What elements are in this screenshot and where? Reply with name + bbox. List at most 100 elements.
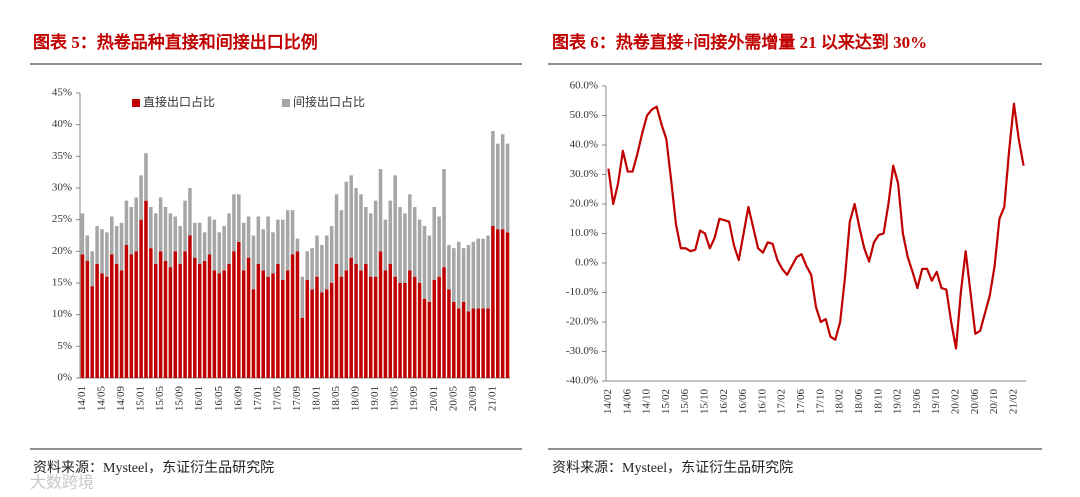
bar [437, 216, 441, 277]
x-tick-label: 14/06 [621, 389, 633, 415]
bar [359, 270, 363, 378]
bar [119, 222, 124, 271]
y-tick-label: 5% [57, 340, 72, 352]
bar [461, 248, 466, 302]
bar [139, 175, 143, 220]
x-tick-label: 20/05 [447, 386, 459, 412]
bar [486, 308, 490, 378]
bar [295, 251, 300, 378]
x-tick-label: 15/02 [660, 389, 672, 414]
bar [456, 241, 461, 309]
line [607, 102, 1025, 350]
y-tick-label: 30% [52, 182, 72, 194]
bar [398, 283, 402, 378]
bar [466, 245, 471, 312]
bar [80, 213, 85, 255]
bar [237, 241, 241, 378]
bar [85, 260, 90, 378]
bar [364, 207, 368, 264]
bar [149, 207, 153, 249]
bar [193, 222, 197, 258]
bar [100, 229, 104, 274]
x-tick-label: 20/02 [950, 389, 962, 414]
y-tick-label: -10.0% [566, 286, 598, 298]
x-tick-label: 19/09 [408, 386, 420, 412]
x-tick-label: 18/10 [872, 389, 884, 415]
bar [417, 219, 422, 283]
bar [281, 279, 285, 378]
bar [290, 210, 295, 255]
bar [496, 143, 500, 230]
bar [315, 276, 319, 378]
x-tick-label: 16/01 [193, 386, 205, 411]
bar [232, 251, 236, 378]
bar [153, 264, 158, 378]
bar [90, 251, 94, 287]
bar [422, 226, 427, 299]
bar [168, 213, 173, 268]
x-tick-label: 18/06 [853, 389, 865, 415]
bar [251, 235, 256, 290]
bar [500, 229, 505, 378]
bar [222, 270, 226, 378]
y-tick-label: 40% [52, 118, 72, 130]
bar [124, 200, 129, 245]
bar [329, 226, 334, 283]
bar [144, 200, 148, 378]
bar [378, 251, 383, 378]
bar [188, 188, 192, 236]
bar [466, 311, 471, 378]
bar [491, 226, 495, 378]
bar [149, 248, 153, 378]
bar [481, 308, 485, 378]
chart-title: 图表 5：热卷品种直接和间接出口比例 [33, 32, 318, 52]
x-tick-label: 17/02 [776, 389, 788, 414]
y-tick-label: 50.0% [570, 109, 598, 121]
bar [110, 254, 114, 378]
bar [349, 257, 353, 378]
y-tick-label: -40.0% [566, 375, 598, 387]
bar [251, 289, 256, 378]
x-tick-label: 15/10 [698, 389, 710, 415]
bar [139, 219, 143, 378]
legend-label: 间接出口占比 [293, 94, 365, 109]
bar [398, 207, 402, 283]
bar [500, 134, 505, 230]
bar [329, 283, 334, 378]
x-tick-label: 20/10 [988, 389, 1000, 415]
x-tick-label: 19/02 [892, 389, 904, 414]
bar [285, 270, 290, 378]
bar [212, 219, 217, 271]
bar [437, 276, 441, 378]
x-tick-label: 14/05 [96, 386, 108, 412]
bar [217, 232, 222, 274]
bar [300, 276, 305, 318]
y-tick-label: 20% [52, 245, 72, 257]
y-tick-label: 35% [52, 150, 72, 162]
bar [85, 235, 90, 261]
bar [285, 210, 290, 271]
bar [183, 200, 187, 252]
bar [124, 245, 129, 378]
bar [246, 216, 251, 258]
x-tick-label: 15/09 [174, 386, 186, 412]
bar [364, 264, 368, 378]
x-tick-label: 21/01 [486, 386, 498, 411]
watermark: 大数跨境 [30, 473, 94, 492]
bar [505, 232, 510, 378]
y-tick-label: 0% [57, 372, 72, 384]
x-tick-label: 15/01 [135, 386, 147, 411]
bar [241, 270, 246, 378]
bar [90, 286, 94, 378]
y-tick-label: 0.0% [575, 257, 598, 269]
bar [408, 194, 412, 271]
bar [427, 302, 432, 378]
bar [246, 257, 251, 378]
bar [266, 216, 270, 277]
bar [471, 308, 476, 378]
bar [300, 317, 305, 378]
x-tick-label: 19/06 [911, 389, 923, 415]
bar [452, 302, 456, 378]
bar [202, 232, 207, 261]
